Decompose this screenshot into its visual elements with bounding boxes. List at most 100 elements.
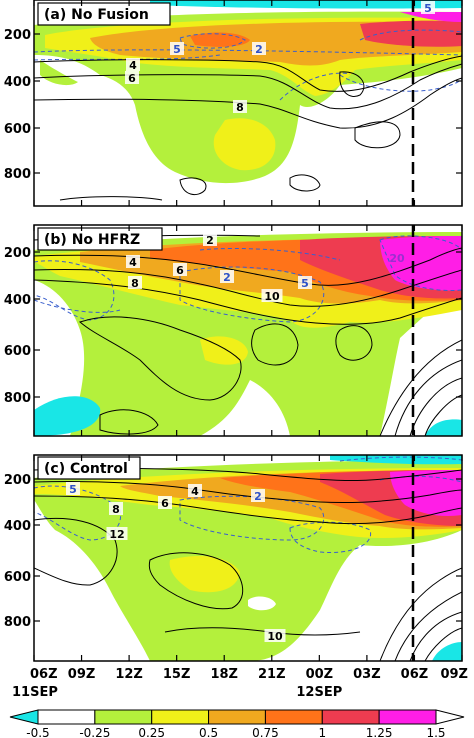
x-tick-label: 03Z xyxy=(353,667,381,682)
contour-label: 5 xyxy=(69,483,77,496)
x-tick-label: 21Z xyxy=(258,667,286,682)
contour-label: 10 xyxy=(267,630,283,643)
panel-b-frame xyxy=(33,224,463,437)
panel-a-frame xyxy=(33,0,463,207)
date-label: 12SEP xyxy=(296,685,342,700)
y-tick-label: 400 xyxy=(4,75,31,90)
panel-a: (a) No Fusion 46 8 5 2 5 xyxy=(33,0,463,207)
colorbar-tick-label: 0.25 xyxy=(138,726,165,738)
colorbar-max-triangle xyxy=(435,709,465,725)
contour-label-bg xyxy=(173,263,187,276)
contour-label-bg xyxy=(66,482,80,495)
colorbar-box xyxy=(94,709,153,725)
shade-cyan-top xyxy=(150,0,462,9)
colorbar-box xyxy=(264,709,323,725)
contour-label-bg xyxy=(220,270,234,283)
contour-label-bg xyxy=(126,255,140,268)
contour-label-bg xyxy=(421,1,435,14)
x-tick-label: 12Z xyxy=(115,667,143,682)
contour-label: 4 xyxy=(129,59,137,72)
colorbar-tick-label: 1.5 xyxy=(426,726,445,738)
colorbar-box xyxy=(151,709,210,725)
contour-label: 8 xyxy=(236,101,244,114)
white-hole xyxy=(248,596,276,611)
panel-b-title: (b) No HFRZ xyxy=(44,232,140,248)
y-axis-ticks: 200 400 600 800 200 400 600 800 200 400 600 800 xyxy=(4,28,462,630)
y-tick-label: 800 xyxy=(4,391,31,406)
y-tick-label: 400 xyxy=(4,293,31,308)
panel-b: (b) No HFRZ 2 4 6 8 10 2 5 20 xyxy=(33,224,463,437)
x-tick-label: 15Z xyxy=(163,667,191,682)
panel-a-title: (a) No Fusion xyxy=(44,7,149,23)
shade-yellow-blob xyxy=(200,336,248,365)
panel-c-title-box: (c) Control xyxy=(37,456,141,480)
dashed-contours xyxy=(34,235,462,323)
contour-label-bg xyxy=(125,71,139,84)
contour-label-bg xyxy=(264,629,286,642)
y-tick-label: 600 xyxy=(4,122,31,137)
x-tick-label: 00Z xyxy=(306,667,334,682)
panel-a-title-box: (a) No Fusion xyxy=(37,2,171,26)
x-axis-ticks: 06Z 09Z 12Z 15Z 18Z 21Z 00Z 03Z 06Z 09Z xyxy=(30,0,468,682)
contour-label-bg xyxy=(158,496,172,509)
x-tick-label: 09Z xyxy=(68,667,96,682)
contour-label-bg xyxy=(298,276,312,289)
date-label: 11SEP xyxy=(12,685,58,700)
y-tick-label: 200 xyxy=(4,28,31,43)
contour-label: 6 xyxy=(128,72,136,85)
contour-label-bg xyxy=(109,502,123,515)
shade-cyan-corner xyxy=(432,642,462,661)
y-tick-label: 400 xyxy=(4,519,31,534)
colorbar-box xyxy=(321,709,380,725)
contour-label: 10 xyxy=(264,290,280,303)
contour-label: 2 xyxy=(223,271,231,284)
shade-cyan-top xyxy=(330,455,462,465)
contour-label: 12 xyxy=(109,528,124,541)
colorbar-min-triangle xyxy=(9,709,39,725)
contour-label: 5 xyxy=(173,43,181,56)
contour-label: 8 xyxy=(112,503,120,516)
contour-label-bg xyxy=(170,42,184,55)
shade-green-left xyxy=(40,60,78,86)
colorbar-tick-label: 0.75 xyxy=(252,726,279,738)
shade-cyan-corner xyxy=(425,419,462,436)
y-tick-label: 800 xyxy=(4,615,31,630)
contour-label: 4 xyxy=(129,256,137,269)
colorbar-tick-label: 1.25 xyxy=(366,726,393,738)
contour-label-bg xyxy=(203,233,217,246)
contour-label: 2 xyxy=(254,490,262,503)
solid-contours xyxy=(34,55,462,201)
contour-label-bg xyxy=(106,527,128,540)
contour-label-bg xyxy=(252,42,266,55)
colorbar-box xyxy=(37,709,96,725)
panel-a-field xyxy=(34,0,462,206)
colorbar-tick-label: 0.5 xyxy=(199,726,218,738)
x-tick-label: 06Z xyxy=(401,667,429,682)
x-axis-date-labels: 11SEP 12SEP xyxy=(12,685,342,700)
panel-c-title: (c) Control xyxy=(44,461,128,477)
shade-magenta xyxy=(390,470,462,516)
colorbar-tick-label: 1 xyxy=(318,726,326,738)
panel-c-frame xyxy=(33,454,463,662)
shade-red xyxy=(360,20,462,47)
contour-label-bg xyxy=(251,489,265,502)
y-tick-label: 200 xyxy=(4,246,31,261)
contour-label: 2 xyxy=(255,43,263,56)
colorbar: -0.5 -0.25 0.25 0.5 0.75 1 1.25 1.5 xyxy=(9,709,465,738)
contour-label-bg xyxy=(188,484,202,497)
colorbar-tick-label: -0.25 xyxy=(79,726,110,738)
contour-label: 6 xyxy=(161,497,169,510)
colorbar-tick-label: -0.5 xyxy=(26,726,49,738)
colorbar-box xyxy=(378,709,437,725)
contour-label: 20 xyxy=(389,252,405,265)
panel-c: (c) Control 4 6 8 12 10 5 2 xyxy=(33,454,463,662)
colorbar-box xyxy=(208,709,266,725)
y-tick-label: 800 xyxy=(4,167,31,182)
shade-dark-orange xyxy=(190,32,250,47)
contour-label: 4 xyxy=(191,485,199,498)
panel-b-title-box: (b) No HFRZ xyxy=(37,227,163,251)
contour-label: 5 xyxy=(424,2,432,15)
contour-label: 2 xyxy=(206,234,214,247)
shade-yellow-blob xyxy=(213,118,276,171)
